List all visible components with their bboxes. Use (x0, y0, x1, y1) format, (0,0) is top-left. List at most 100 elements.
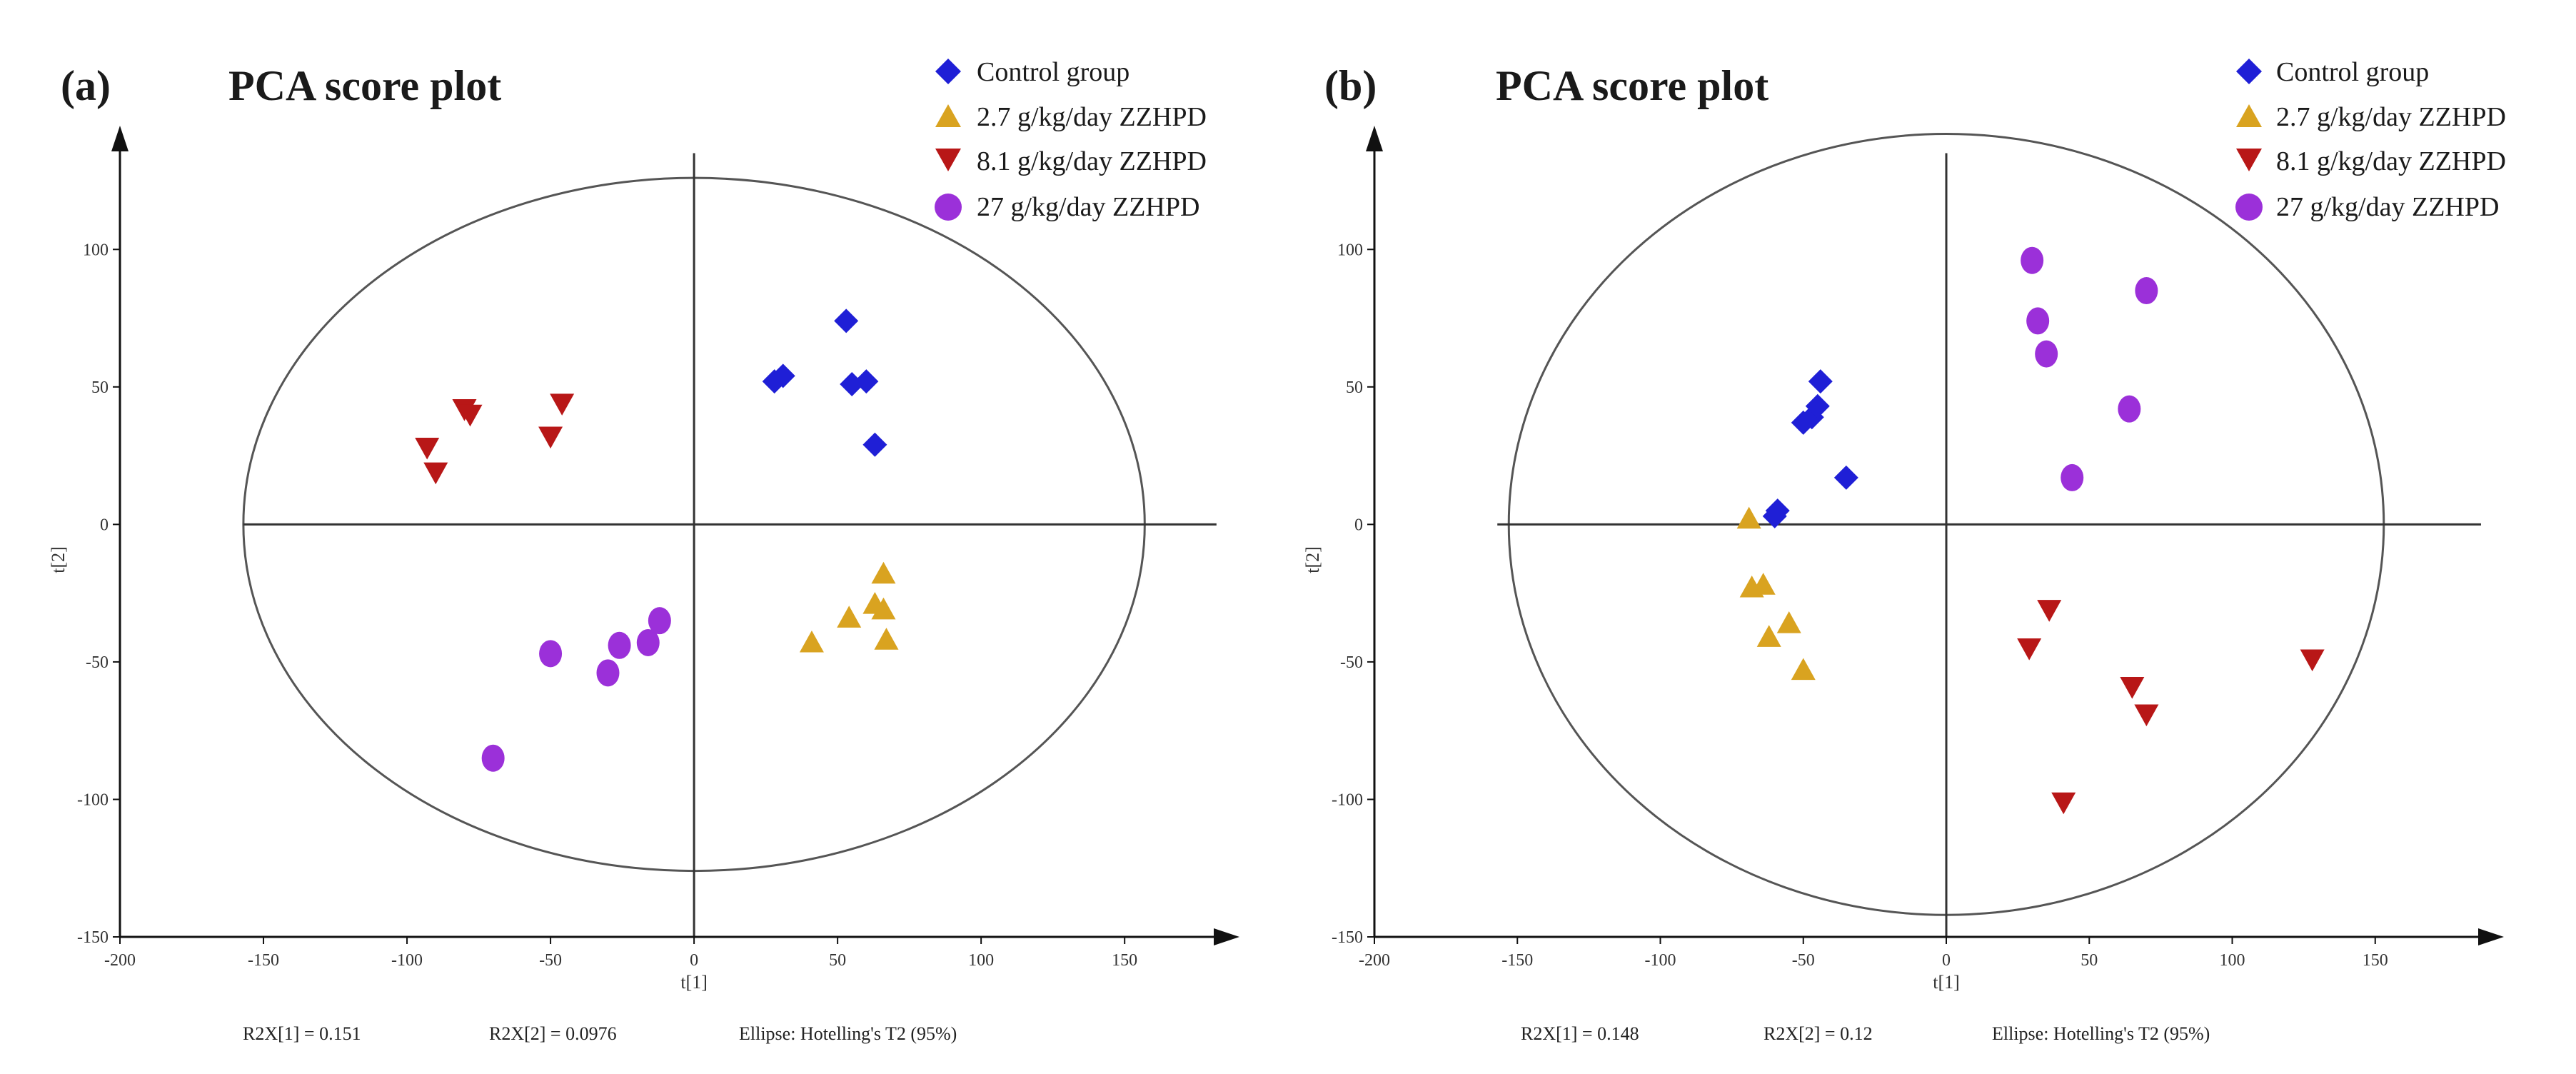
x-tick-label: -50 (1792, 951, 1815, 970)
data-point-diamond (770, 363, 795, 388)
legend-marker-triangle-down (2236, 149, 2262, 171)
panel-a: (a) PCA score plot Control group 2.7 g/k… (48, 57, 1239, 1044)
plot-title: PCA score plot (228, 62, 501, 109)
r2x-2-stat: R2X[2] = 0.0976 (489, 1023, 617, 1044)
x-tick-label: 150 (1112, 951, 1137, 970)
data-point-diamond (1833, 465, 1858, 490)
data-point-circle (2118, 395, 2141, 423)
y-tick-label: -150 (77, 928, 109, 947)
data-point-triangle-up (1756, 625, 1781, 647)
r2x-2-stat: R2X[2] = 0.12 (1764, 1023, 1873, 1044)
data-point-circle (2061, 463, 2084, 491)
x-axis-label: t[1] (680, 972, 708, 993)
legend-marker-diamond (2236, 59, 2262, 84)
panel-b: (b) PCA score plot Control group 2.7 g/k… (1302, 57, 2506, 1044)
data-point-circle (2135, 277, 2158, 305)
data-point-diamond (1765, 498, 1790, 523)
plot-title: PCA score plot (1496, 62, 1769, 109)
legend-item-low-dose: 2.7 g/kg/day ZZHPD (935, 102, 1207, 132)
data-point-diamond (1808, 369, 1833, 394)
data-points (415, 308, 899, 772)
x-tick-label: 0 (1942, 951, 1951, 970)
x-tick-label: -200 (1359, 951, 1390, 970)
tick-group: -200 -150 -100 -50 0 50 100 150 -150 -100 -50 0 50 10… (1332, 241, 2388, 970)
data-points (1736, 246, 2325, 815)
data-point-circle (2026, 307, 2050, 335)
data-point-diamond (862, 432, 887, 457)
data-point-triangle-up (1791, 658, 1816, 681)
data-point-circle (636, 628, 660, 656)
data-point-triangle-down (2017, 638, 2042, 661)
legend-item-low-dose: 2.7 g/kg/day ZZHPD (2236, 102, 2506, 132)
legend-marker-circle (2235, 194, 2263, 221)
y-tick-label: 0 (1354, 516, 1363, 534)
data-point-triangle-up (871, 597, 896, 620)
legend-label: 27 g/kg/day ZZHPD (2276, 192, 2499, 222)
legend-label: 2.7 g/kg/day ZZHPD (977, 102, 1207, 132)
plot-area: -200 -150 -100 -50 0 50 100 150 -150 -100 -50 0 50 10… (48, 126, 1239, 993)
data-point-triangle-down (415, 437, 440, 460)
y-tick-label: 0 (100, 516, 109, 534)
legend-label: Control group (2276, 57, 2429, 87)
y-tick-label: -150 (1332, 928, 1363, 947)
r2x-1-stat: R2X[1] = 0.151 (243, 1023, 361, 1044)
legend-marker-triangle-up (935, 104, 961, 127)
x-tick-label: -150 (248, 951, 279, 970)
y-tick-label: 100 (83, 241, 109, 259)
y-tick-label: 50 (91, 378, 109, 397)
panel-label: (a) (61, 62, 111, 109)
data-point-triangle-down (458, 404, 483, 427)
data-point-diamond (854, 369, 879, 394)
legend-label: 8.1 g/kg/day ZZHPD (2276, 146, 2506, 176)
legend-marker-triangle-down (935, 149, 961, 171)
y-axis-arrow (1366, 126, 1383, 151)
y-tick-label: -50 (86, 653, 109, 672)
x-axis-arrow (2478, 928, 2504, 945)
ellipse-note: Ellipse: Hotelling's T2 (95%) (739, 1023, 957, 1044)
ellipse-note: Ellipse: Hotelling's T2 (95%) (1992, 1023, 2210, 1044)
legend-marker-circle (935, 194, 962, 221)
legend: Control group 2.7 g/kg/day ZZHPD 8.1 g/k… (935, 57, 1207, 222)
x-tick-label: 100 (2220, 951, 2245, 970)
legend-label: 2.7 g/kg/day ZZHPD (2276, 102, 2506, 132)
legend-item-mid-dose: 8.1 g/kg/day ZZHPD (2236, 146, 2506, 176)
r2x-1-stat: R2X[1] = 0.148 (1521, 1023, 1639, 1044)
legend-marker-triangle-up (2236, 104, 2262, 127)
y-tick-label: 50 (1346, 378, 1363, 397)
y-tick-label: -100 (1332, 791, 1363, 809)
data-point-triangle-up (837, 606, 862, 628)
data-point-triangle-down (423, 462, 448, 485)
legend-marker-diamond (935, 59, 961, 84)
legend-item-high-dose: 27 g/kg/day ZZHPD (935, 192, 1199, 222)
data-point-triangle-down (2037, 600, 2062, 622)
legend-item-control: Control group (2236, 57, 2429, 87)
y-axis-label: t[2] (48, 546, 69, 573)
x-tick-label: 100 (968, 951, 994, 970)
data-point-triangle-down (2134, 704, 2159, 727)
x-tick-label: -150 (1501, 951, 1533, 970)
y-axis-arrow (111, 126, 129, 151)
data-point-triangle-up (1776, 611, 1801, 633)
data-point-triangle-up (874, 628, 899, 650)
data-point-triangle-down (2300, 649, 2325, 672)
plot-area: -200 -150 -100 -50 0 50 100 150 -150 -100 -50 0 50 10… (1302, 126, 2504, 993)
data-point-circle (596, 659, 620, 687)
legend-item-control: Control group (935, 57, 1129, 87)
data-point-triangle-up (1736, 506, 1761, 529)
legend-label: 27 g/kg/day ZZHPD (977, 192, 1199, 222)
y-axis-label: t[2] (1302, 546, 1323, 573)
tick-group: -200 -150 -100 -50 0 50 100 150 -150 -100 -50 0 50 10… (77, 241, 1137, 970)
x-tick-label: -100 (1645, 951, 1676, 970)
legend-label: Control group (977, 57, 1129, 87)
y-tick-label: -100 (77, 791, 109, 809)
x-tick-label: 0 (690, 951, 698, 970)
data-point-circle (2035, 340, 2058, 368)
data-point-triangle-up (799, 630, 824, 653)
data-point-circle (608, 631, 631, 659)
data-point-circle (648, 607, 671, 635)
legend-item-high-dose: 27 g/kg/day ZZHPD (2235, 192, 2499, 222)
panel-label: (b) (1324, 62, 1377, 109)
x-tick-label: 50 (2081, 951, 2098, 970)
data-point-triangle-down (538, 426, 563, 449)
